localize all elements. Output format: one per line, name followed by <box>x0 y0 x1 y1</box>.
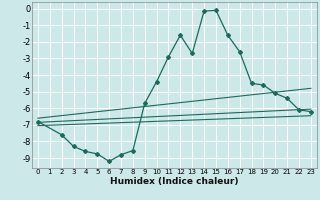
X-axis label: Humidex (Indice chaleur): Humidex (Indice chaleur) <box>110 177 239 186</box>
